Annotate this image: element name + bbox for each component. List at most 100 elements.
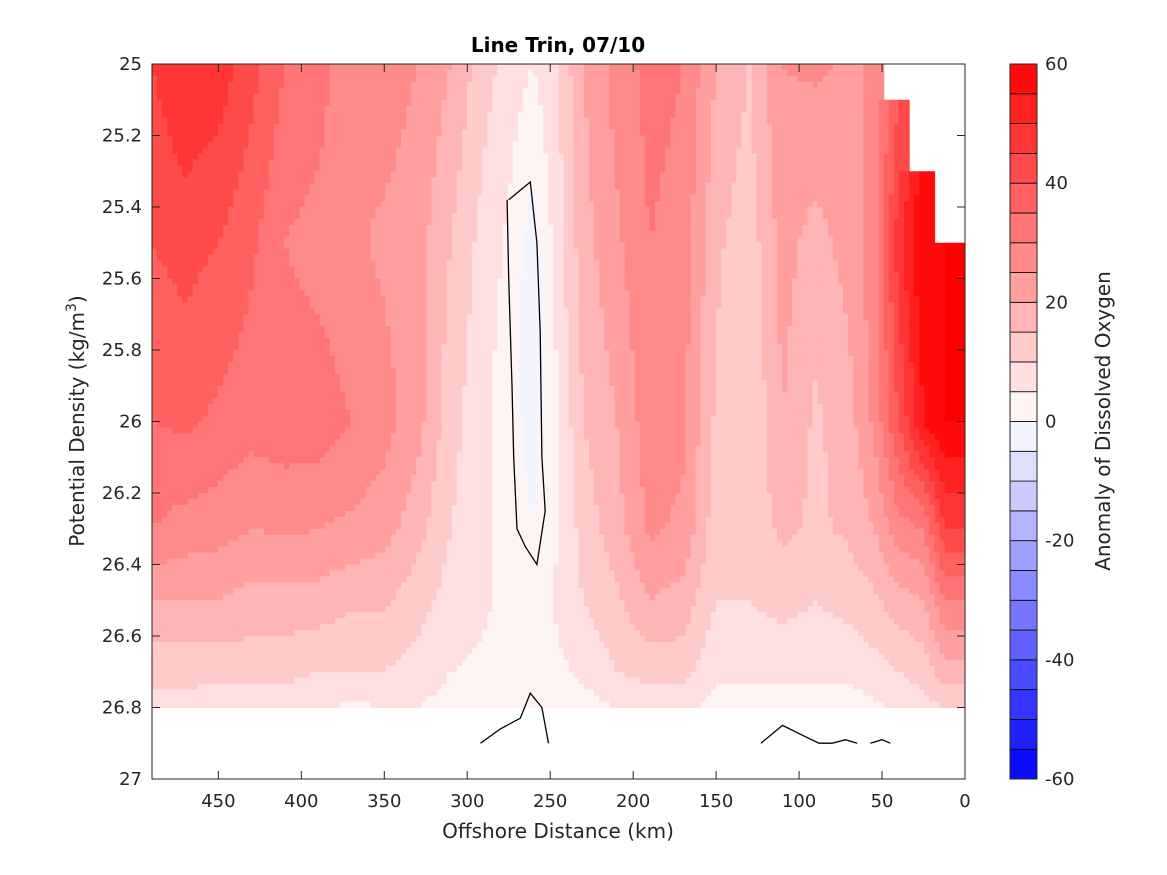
contour-cell bbox=[324, 290, 331, 297]
contour-cell bbox=[157, 618, 163, 625]
contour-cell bbox=[233, 510, 239, 518]
contour-cell bbox=[263, 504, 270, 512]
contour-cell bbox=[304, 588, 311, 595]
contour-cell bbox=[253, 379, 260, 387]
contour-cell bbox=[162, 558, 168, 566]
contour-cell bbox=[334, 385, 341, 393]
contour-cell bbox=[279, 296, 285, 303]
contour-cell bbox=[248, 510, 255, 518]
contour-cell bbox=[279, 397, 285, 405]
contour-cell bbox=[289, 582, 295, 589]
contour-cell bbox=[355, 582, 361, 589]
contour-cell bbox=[284, 93, 290, 101]
contour-cell bbox=[152, 373, 158, 381]
contour-cell bbox=[365, 552, 372, 560]
contour-cell bbox=[258, 475, 265, 482]
contour-cell bbox=[182, 332, 189, 339]
contour-cell bbox=[202, 99, 209, 107]
contour-cell bbox=[314, 171, 321, 178]
contour-cell bbox=[223, 69, 229, 77]
contour-cell bbox=[380, 242, 387, 250]
contour-cell bbox=[365, 141, 372, 149]
contour-cell bbox=[162, 487, 168, 494]
contour-cell bbox=[304, 647, 311, 655]
contour-cell bbox=[238, 105, 245, 113]
contour-cell bbox=[294, 123, 300, 131]
contour-cell bbox=[192, 93, 199, 101]
contour-cell bbox=[228, 236, 234, 244]
contour-cell bbox=[329, 129, 336, 137]
contour-cell bbox=[365, 487, 372, 494]
contour-cell bbox=[167, 177, 173, 184]
contour-cell bbox=[238, 451, 245, 458]
contour-cell bbox=[309, 546, 316, 554]
contour-cell bbox=[207, 242, 214, 250]
contour-cell bbox=[197, 701, 204, 709]
contour-cell bbox=[152, 332, 158, 339]
contour-cell bbox=[162, 397, 168, 405]
contour-cell bbox=[172, 415, 178, 423]
contour-cell bbox=[223, 290, 229, 297]
contour-cell bbox=[238, 75, 245, 83]
contour-cell bbox=[279, 546, 285, 554]
contour-cell bbox=[177, 135, 184, 143]
contour-cell bbox=[324, 618, 331, 625]
contour-cell bbox=[345, 64, 351, 71]
contour-cell bbox=[324, 552, 331, 560]
contour-cell bbox=[182, 624, 189, 631]
contour-cell bbox=[314, 516, 321, 524]
contour-cell bbox=[248, 64, 255, 71]
contour-cell bbox=[289, 272, 295, 280]
contour-cell bbox=[370, 242, 377, 250]
contour-cell bbox=[258, 576, 265, 583]
contour-cell bbox=[324, 117, 331, 125]
contour-cell bbox=[294, 224, 300, 232]
contour-cell bbox=[380, 302, 387, 309]
contour-cell bbox=[279, 570, 285, 578]
contour-cell bbox=[350, 624, 356, 631]
contour-cell bbox=[177, 332, 184, 339]
contour-cell bbox=[157, 350, 163, 357]
contour-cell bbox=[380, 93, 387, 101]
contour-cell bbox=[197, 224, 204, 232]
contour-cell bbox=[365, 284, 372, 292]
contour-cell bbox=[329, 314, 336, 321]
contour-cell bbox=[263, 93, 270, 101]
contour-cell bbox=[279, 689, 285, 697]
contour-cell bbox=[334, 379, 341, 387]
contour-cell bbox=[309, 153, 316, 160]
contour-cell bbox=[375, 487, 382, 494]
contour-cell bbox=[253, 695, 260, 703]
contour-cell bbox=[152, 367, 158, 375]
contour-cell bbox=[197, 278, 204, 286]
contour-cell bbox=[355, 248, 361, 256]
contour-cell bbox=[157, 230, 163, 238]
contour-cell bbox=[350, 207, 356, 214]
contour-cell bbox=[172, 612, 178, 619]
contour-cell bbox=[268, 254, 275, 262]
contour-cell bbox=[279, 528, 285, 536]
contour-cell bbox=[177, 111, 184, 119]
contour-cell bbox=[284, 361, 290, 369]
contour-cell bbox=[294, 636, 300, 643]
contour-cell bbox=[279, 266, 285, 274]
contour-cell bbox=[294, 355, 300, 363]
contour-cell bbox=[258, 636, 265, 643]
contour-cell bbox=[192, 195, 199, 202]
contour-cell bbox=[248, 123, 255, 131]
contour-cell bbox=[202, 582, 209, 589]
contour-cell bbox=[187, 212, 194, 220]
contour-cell bbox=[167, 355, 173, 363]
contour-cell bbox=[375, 308, 382, 315]
contour-cell bbox=[268, 218, 275, 226]
contour-cell bbox=[172, 290, 178, 297]
contour-cell bbox=[350, 689, 356, 697]
contour-cell bbox=[380, 308, 387, 315]
contour-cell bbox=[187, 218, 194, 226]
contour-cell bbox=[273, 594, 280, 601]
contour-cell bbox=[279, 552, 285, 560]
contour-cell bbox=[294, 290, 300, 297]
contour-cell bbox=[304, 320, 311, 327]
contour-cell bbox=[243, 540, 250, 548]
contour-cell bbox=[212, 582, 219, 589]
